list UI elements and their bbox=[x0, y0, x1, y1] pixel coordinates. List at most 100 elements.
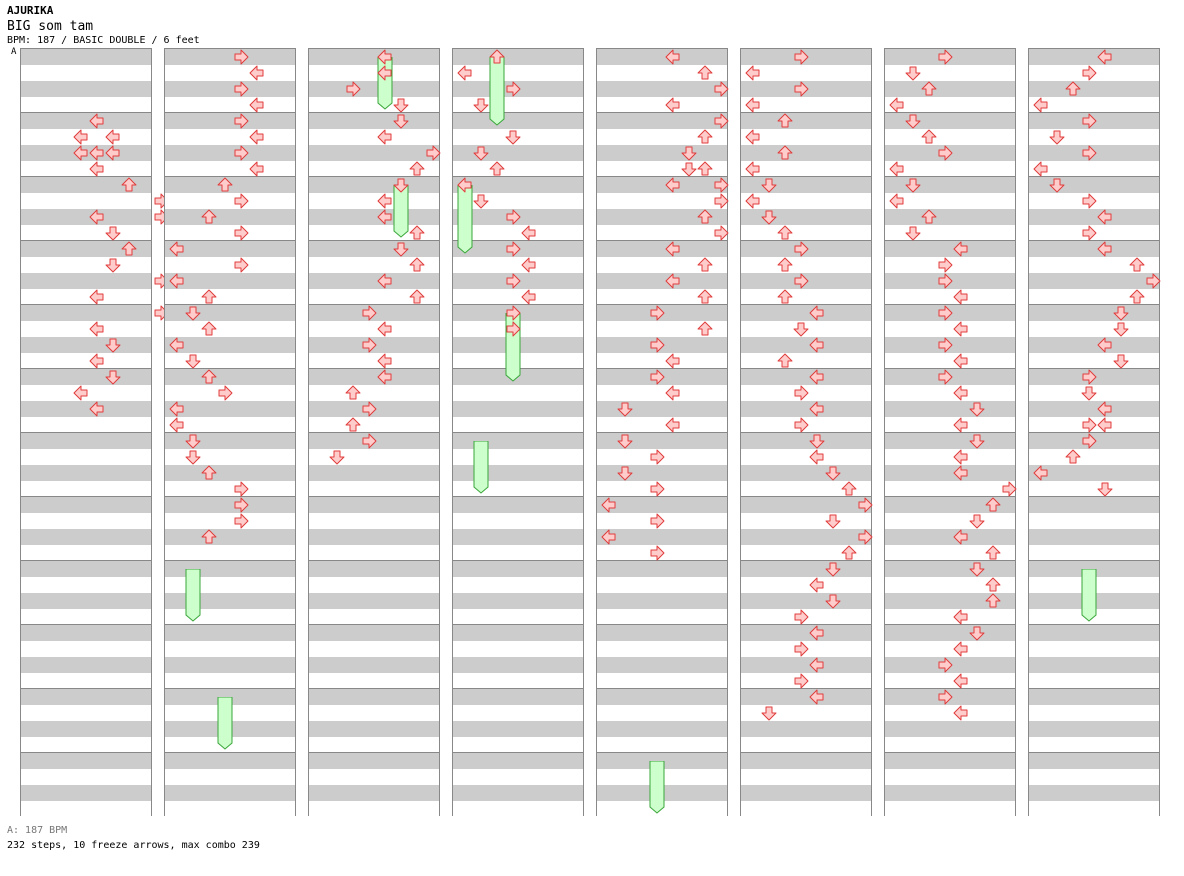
measure-line bbox=[309, 304, 439, 305]
measure-line bbox=[741, 432, 871, 433]
arrow-up-icon bbox=[409, 289, 425, 304]
arrow-right-icon bbox=[506, 305, 521, 321]
arrow-left-icon bbox=[889, 97, 904, 113]
arrow-right-icon bbox=[1082, 433, 1097, 449]
chart-meta: BPM: 187 / BASIC DOUBLE / 6 feet bbox=[7, 35, 200, 46]
chart-lane-3 bbox=[308, 48, 441, 817]
lane-stripe bbox=[165, 305, 295, 321]
arrow-down-icon bbox=[969, 514, 985, 529]
measure-line bbox=[1029, 368, 1159, 369]
lane-stripe bbox=[1029, 81, 1159, 97]
arrow-left-icon bbox=[665, 241, 680, 257]
lane-stripe bbox=[453, 513, 583, 529]
lane-stripe bbox=[741, 97, 871, 113]
lane-stripe bbox=[741, 705, 871, 721]
measure-line bbox=[165, 432, 295, 433]
arrow-right-icon bbox=[714, 113, 729, 129]
lane-stripe bbox=[741, 161, 871, 177]
lane-stripe bbox=[1029, 705, 1159, 721]
arrow-right-icon bbox=[858, 529, 873, 545]
arrow-left-icon bbox=[953, 449, 968, 465]
lane-stripe bbox=[21, 257, 151, 273]
arrow-up-icon bbox=[489, 49, 505, 64]
lane-stripe bbox=[165, 321, 295, 337]
arrow-up-icon bbox=[121, 177, 137, 192]
measure-line bbox=[21, 176, 151, 177]
measure-line bbox=[309, 112, 439, 113]
lane-stripe bbox=[597, 273, 727, 289]
lane-stripe bbox=[21, 481, 151, 497]
lane-stripe bbox=[1029, 49, 1159, 65]
arrow-left-icon bbox=[1033, 161, 1048, 177]
measure-line bbox=[597, 432, 727, 433]
arrow-right-icon bbox=[938, 49, 953, 65]
lane-stripe bbox=[885, 641, 1015, 657]
lane-stripe bbox=[885, 161, 1015, 177]
lane-stripe bbox=[453, 577, 583, 593]
measure-line bbox=[21, 752, 151, 753]
arrow-up-icon bbox=[201, 369, 217, 384]
arrow-down-icon bbox=[617, 402, 633, 417]
lane-stripe bbox=[453, 417, 583, 433]
lane-stripe bbox=[597, 625, 727, 641]
lane-stripe bbox=[1029, 305, 1159, 321]
arrow-down-icon bbox=[905, 114, 921, 129]
arrow-left-icon bbox=[665, 97, 680, 113]
measure-line bbox=[1029, 624, 1159, 625]
chart-lane-4 bbox=[452, 48, 584, 817]
arrow-left-icon bbox=[169, 401, 184, 417]
lane-stripe bbox=[165, 449, 295, 465]
lane-stripe bbox=[309, 737, 439, 753]
lane-stripe bbox=[885, 497, 1015, 513]
arrow-down-icon bbox=[825, 562, 841, 577]
lane-stripe bbox=[309, 145, 439, 161]
lane-stripe bbox=[597, 193, 727, 209]
lane-stripe bbox=[741, 113, 871, 129]
arrow-down-icon bbox=[185, 354, 201, 369]
arrow-right-icon bbox=[154, 305, 169, 321]
lane-stripe bbox=[597, 497, 727, 513]
measure-line bbox=[309, 688, 439, 689]
lane-stripe bbox=[309, 385, 439, 401]
measure-line bbox=[165, 688, 295, 689]
freeze-arrow bbox=[457, 185, 473, 254]
measure-line bbox=[21, 304, 151, 305]
arrow-left-icon bbox=[249, 161, 264, 177]
arrow-up-icon bbox=[697, 289, 713, 304]
arrow-left-icon bbox=[457, 177, 472, 193]
lane-stripe bbox=[885, 721, 1015, 737]
lane-stripe bbox=[885, 193, 1015, 209]
arrow-right-icon bbox=[794, 609, 809, 625]
freeze-arrow bbox=[473, 441, 489, 494]
arrow-right-icon bbox=[650, 481, 665, 497]
arrow-left-icon bbox=[889, 161, 904, 177]
arrow-right-icon bbox=[938, 257, 953, 273]
arrow-right-icon bbox=[650, 337, 665, 353]
arrow-down-icon bbox=[473, 98, 489, 113]
lane-stripe bbox=[741, 129, 871, 145]
lane-stripe bbox=[165, 545, 295, 561]
measure-line bbox=[1029, 496, 1159, 497]
lane-stripe bbox=[309, 689, 439, 705]
arrow-right-icon bbox=[1082, 417, 1097, 433]
lane-stripe bbox=[885, 545, 1015, 561]
arrow-up-icon bbox=[777, 289, 793, 304]
arrow-up-icon bbox=[489, 161, 505, 176]
lane-stripe bbox=[885, 113, 1015, 129]
lane-stripe bbox=[309, 785, 439, 801]
arrow-down-icon bbox=[1113, 354, 1129, 369]
lane-stripe bbox=[21, 369, 151, 385]
arrow-up-icon bbox=[1129, 289, 1145, 304]
arrow-right-icon bbox=[234, 193, 249, 209]
arrow-right-icon bbox=[1082, 369, 1097, 385]
measure-line bbox=[453, 688, 583, 689]
lane-stripe bbox=[885, 129, 1015, 145]
arrow-up-icon bbox=[985, 545, 1001, 560]
lane-stripe bbox=[453, 257, 583, 273]
arrow-left-icon bbox=[1033, 465, 1048, 481]
chart-lane-7 bbox=[884, 48, 1017, 817]
arrow-right-icon bbox=[714, 225, 729, 241]
freeze-arrow bbox=[217, 697, 233, 750]
arrow-up-icon bbox=[921, 81, 937, 96]
arrow-left-icon bbox=[89, 113, 104, 129]
